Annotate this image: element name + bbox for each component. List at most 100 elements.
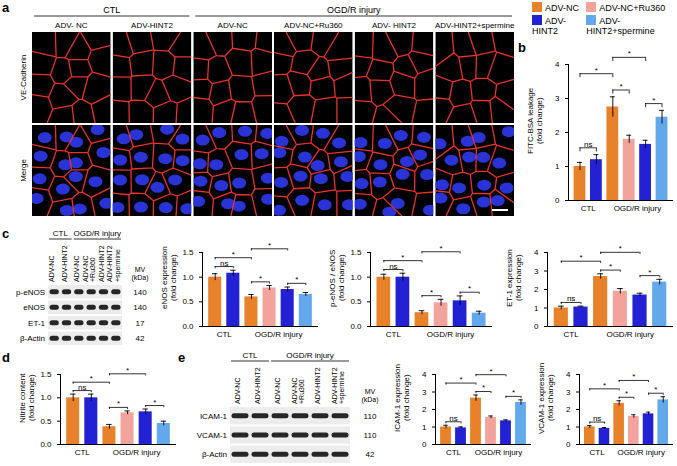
- svg-text:OGD/R injury: OGD/R injury: [427, 330, 475, 339]
- svg-text:ADV-NC: ADV-NC: [48, 256, 55, 282]
- svg-text:CTL: CTL: [564, 330, 580, 339]
- svg-text:ET-1: ET-1: [28, 319, 45, 328]
- svg-text:ADV-NC: ADV-NC: [234, 378, 241, 404]
- svg-text:ADV-NC+Ru360: ADV-NC+Ru360: [82, 256, 97, 282]
- svg-text:4: 4: [534, 248, 539, 257]
- svg-text:*: *: [430, 288, 433, 297]
- svg-text:CTL: CTL: [217, 330, 233, 339]
- svg-text:ADV-HINT2: ADV-HINT2: [61, 245, 68, 282]
- svg-text:2: 2: [555, 128, 560, 137]
- svg-text:0.5: 0.5: [350, 297, 362, 306]
- svg-text:1: 1: [534, 304, 539, 313]
- svg-text:*: *: [603, 381, 606, 390]
- svg-text:ADV-HINT2: ADV-HINT2: [254, 367, 261, 404]
- svg-text:eNOS: eNOS: [23, 303, 45, 312]
- svg-text:3: 3: [566, 388, 571, 397]
- svg-text:*: *: [401, 253, 404, 262]
- svg-text:*: *: [468, 284, 471, 293]
- svg-text:OGD/R injury: OGD/R injury: [606, 330, 654, 339]
- svg-text:0: 0: [555, 196, 560, 205]
- svg-text:*: *: [619, 244, 622, 253]
- svg-text:0.0: 0.0: [182, 322, 194, 331]
- svg-text:p-eNOS: p-eNOS: [16, 288, 45, 297]
- svg-text:OGD/R injury: OGD/R injury: [327, 5, 381, 15]
- svg-text:1.0: 1.0: [40, 393, 52, 402]
- svg-text:CTL: CTL: [446, 448, 462, 457]
- svg-text:42: 42: [366, 450, 375, 459]
- svg-text:OGD/R injury: OGD/R injury: [286, 351, 334, 360]
- svg-text:0.5: 0.5: [40, 417, 52, 426]
- svg-text:4: 4: [422, 370, 427, 379]
- svg-text:OGD/R injury: OGD/R injury: [614, 204, 662, 213]
- svg-text:CTL: CTL: [581, 204, 597, 213]
- svg-text:ADV-HINT2+spermine: ADV-HINT2+spermine: [435, 21, 515, 30]
- svg-text:*: *: [489, 367, 492, 376]
- svg-text:*: *: [625, 389, 628, 398]
- svg-text:ADV-HINT2: ADV-HINT2: [98, 245, 105, 282]
- svg-text:*: *: [512, 388, 515, 397]
- svg-text:ADV-NC: ADV-NC: [218, 21, 248, 30]
- svg-text:*: *: [609, 262, 612, 271]
- svg-text:0.0: 0.0: [40, 440, 52, 449]
- svg-text:4: 4: [555, 60, 560, 69]
- svg-text:ADV-HINT2+spermine: ADV-HINT2+spermine: [331, 367, 347, 404]
- svg-text:OGD/R injury: OGD/R injury: [113, 448, 161, 457]
- svg-text:1: 1: [422, 423, 427, 432]
- svg-text:ADV- HINT2: ADV- HINT2: [372, 21, 417, 30]
- svg-text:0: 0: [566, 440, 571, 449]
- svg-text:MV(kDa): MV(kDa): [361, 388, 378, 404]
- svg-text:0: 0: [422, 440, 427, 449]
- svg-text:CTL: CTL: [590, 448, 606, 457]
- svg-text:ICAM-1: ICAM-1: [200, 412, 228, 421]
- svg-text:*: *: [595, 66, 598, 75]
- svg-text:β-Actin: β-Actin: [202, 450, 227, 459]
- svg-text:ns: ns: [78, 383, 86, 392]
- svg-text:*: *: [232, 250, 235, 259]
- svg-text:ADV-NC: ADV-NC: [73, 256, 80, 282]
- svg-text:ns: ns: [584, 140, 592, 149]
- svg-text:ADV-HINT2: ADV-HINT2: [314, 367, 321, 404]
- svg-text:1.5: 1.5: [182, 248, 194, 257]
- svg-text:*: *: [90, 374, 93, 383]
- svg-text:*: *: [619, 82, 622, 91]
- svg-text:OGD/R injury: OGD/R injury: [74, 229, 122, 238]
- svg-text:CTL: CTL: [53, 229, 69, 238]
- svg-text:CTL: CTL: [103, 5, 120, 15]
- svg-text:ns: ns: [567, 294, 575, 303]
- svg-text:3: 3: [422, 388, 427, 397]
- svg-text:CTL: CTL: [75, 448, 91, 457]
- svg-text:1: 1: [555, 162, 560, 171]
- svg-text:1: 1: [566, 423, 571, 432]
- svg-text:1.0: 1.0: [182, 273, 194, 282]
- svg-text:VCAM-1: VCAM-1: [197, 431, 228, 440]
- svg-text:CTL: CTL: [242, 351, 258, 360]
- svg-text:ns: ns: [389, 262, 397, 271]
- svg-text:140: 140: [133, 303, 147, 312]
- svg-text:17: 17: [136, 319, 145, 328]
- svg-text:1.0: 1.0: [350, 273, 362, 282]
- svg-text:Merge: Merge: [19, 159, 28, 182]
- svg-text:1.5: 1.5: [40, 370, 52, 379]
- svg-text:ns: ns: [220, 259, 228, 268]
- svg-text:*: *: [654, 385, 657, 394]
- svg-text:*: *: [259, 274, 262, 283]
- svg-text:*: *: [579, 253, 582, 262]
- svg-text:110: 110: [364, 412, 377, 421]
- svg-text:2: 2: [422, 405, 427, 414]
- svg-text:*: *: [648, 268, 651, 277]
- svg-text:β-Actin: β-Actin: [20, 334, 45, 343]
- svg-text:ADV- NC: ADV- NC: [55, 21, 88, 30]
- svg-text:0.0: 0.0: [350, 322, 362, 331]
- svg-text:*: *: [652, 96, 655, 105]
- svg-text:MV(kDa): MV(kDa): [131, 266, 148, 282]
- svg-text:0: 0: [534, 322, 539, 331]
- svg-text:*: *: [482, 383, 485, 392]
- svg-text:*: *: [295, 275, 298, 284]
- svg-text:3: 3: [555, 94, 560, 103]
- svg-text:OGD/R injury: OGD/R injury: [617, 448, 665, 457]
- svg-text:*: *: [117, 399, 120, 408]
- svg-text:CTL: CTL: [386, 330, 402, 339]
- svg-text:3: 3: [534, 267, 539, 276]
- svg-text:*: *: [268, 241, 271, 250]
- svg-text:VE-Cadherin: VE-Cadherin: [19, 55, 28, 101]
